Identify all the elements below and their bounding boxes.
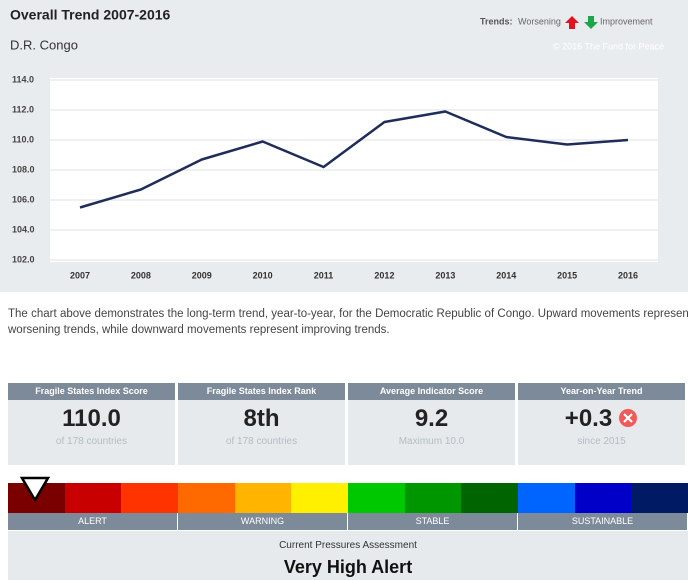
- y-tick-label: 110.0: [12, 134, 34, 144]
- scale-segment: [348, 483, 405, 513]
- marker: [20, 476, 50, 502]
- x-tick-label: 2009: [192, 270, 212, 280]
- copyright: © 2016 The Fund for Peace: [553, 41, 664, 51]
- assessment: Current Pressures Assessment Very High A…: [8, 531, 688, 580]
- stat-card: Fragile States Index Rank 8th of 178 count…: [178, 383, 345, 465]
- band-label: STABLE: [348, 513, 518, 530]
- scale-segment: [178, 483, 235, 513]
- y-tick-label: 114.0: [12, 74, 34, 84]
- stat-sub: Maximum 10.0: [398, 436, 465, 447]
- y-tick-label: 106.0: [12, 194, 35, 204]
- x-tick-label: 2010: [253, 270, 273, 280]
- icon-cross: [623, 413, 633, 423]
- band-label: WARNING: [178, 513, 348, 530]
- stat-card: Average Indicator Score 9.2 Maximum 10.0: [348, 383, 515, 465]
- x-tick-label: 2015: [557, 270, 577, 280]
- y-tick-label: 102.0: [12, 254, 35, 264]
- chart: Overall Trend 2007-2016 D.R. Congo Trend…: [0, 0, 688, 292]
- scale-segment: [631, 483, 688, 513]
- y-tick-label: 112.0: [12, 104, 34, 114]
- legend-title: Trends:: [480, 16, 513, 26]
- y-tick-label: 108.0: [12, 164, 35, 174]
- stat-value: +0.3: [518, 400, 685, 436]
- description: The chart above demonstrates the long-te…: [8, 308, 688, 336]
- x-tick-label: 2008: [131, 270, 151, 280]
- stat-label: Year-on-Year Trend: [518, 383, 685, 400]
- stat-value: 8th: [178, 400, 345, 436]
- x-tick-label: 2012: [374, 270, 394, 280]
- stat-number: 9.2: [414, 405, 449, 432]
- stat-label: Fragile States Index Rank: [178, 383, 345, 400]
- worsening-icon: [565, 16, 579, 29]
- assessment-value: Very High Alert: [283, 557, 413, 577]
- improvement-icon: [584, 16, 598, 29]
- stat-number: 8th: [243, 405, 280, 432]
- scale-segment: [404, 483, 462, 513]
- scale-segment: [234, 483, 292, 513]
- band-label: ALERT: [8, 513, 178, 530]
- scale-segment: [518, 483, 575, 513]
- stat-card: Year-on-Year Trend +0.3 since 2015: [518, 383, 685, 465]
- assessment-label: Current Pressures Assessment: [279, 540, 417, 551]
- line: [79, 110, 629, 209]
- x-tick-label: 2016: [618, 270, 638, 280]
- x-tick-label: 2014: [496, 270, 516, 280]
- stat-number: +0.3: [564, 405, 613, 432]
- legend-label: Improvement: [600, 16, 653, 26]
- stat-value: 9.2: [348, 400, 515, 436]
- stat-card: Fragile States Index Score 110.0 of 178 co…: [8, 383, 175, 465]
- chart-subtitle: D.R. Congo: [10, 37, 78, 52]
- band-label: SUSTAINABLE: [518, 513, 688, 530]
- stat-value: 110.0: [8, 400, 175, 436]
- stats: Fragile States Index Score 110.0 of 178 co…: [8, 383, 688, 465]
- scale-segment: [64, 483, 122, 513]
- stat-sub: of 178 countries: [225, 436, 298, 447]
- x-tick-label: 2011: [314, 270, 334, 280]
- stat-sub: of 178 countries: [55, 436, 128, 447]
- y-tick-label: 104.0: [12, 224, 35, 234]
- scale-segment: [574, 483, 632, 513]
- trend-icon: [619, 409, 638, 427]
- stat-number: 110.0: [62, 405, 121, 432]
- bands: ALERT WARNING STABLE SUSTAINABLE: [8, 513, 688, 530]
- legend-label: Worsening: [518, 16, 561, 26]
- scale-segment: [291, 483, 349, 513]
- stat-label: Average Indicator Score: [348, 383, 515, 400]
- x-tick-label: 2013: [435, 270, 455, 280]
- color-scale: [8, 483, 688, 513]
- chart-title: Overall Trend 2007-2016: [10, 7, 171, 23]
- x-tick-label: 2007: [70, 270, 90, 280]
- scale-segment: [121, 483, 179, 513]
- stat-label: Fragile States Index Score: [8, 383, 175, 400]
- stat-sub: since 2015: [577, 436, 626, 447]
- scale-segment: [461, 483, 519, 513]
- marker-triangle: [20, 476, 50, 502]
